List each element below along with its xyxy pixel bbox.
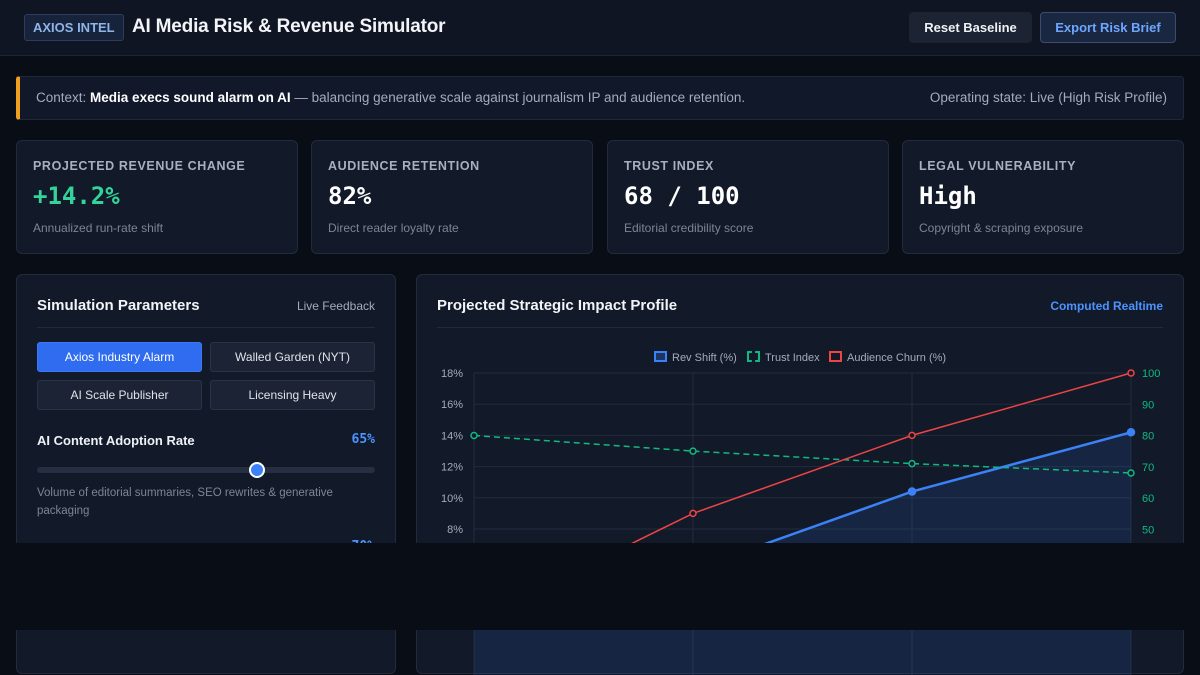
adoption-rate-label: AI Content Adoption Rate: [37, 433, 195, 448]
legend-swatch: [829, 351, 842, 362]
kpi-label: PROJECTED REVENUE CHANGE: [33, 159, 246, 173]
legend-label: Audience Churn (%): [847, 352, 947, 364]
series-point-2: [908, 431, 916, 440]
context-prefix: Context:: [36, 90, 87, 105]
panel-title: Simulation Parameters: [37, 297, 200, 314]
y-left-tick-label: 8%: [447, 524, 463, 536]
y-left-tick-label: 14%: [441, 430, 463, 442]
series-point-1: [908, 459, 916, 468]
kpi-label: LEGAL VULNERABILITY: [919, 159, 1077, 173]
series-point-1: [689, 447, 697, 455]
kpi-value: +14.2%: [33, 182, 120, 210]
top-bar: AXIOS INTEL AI Media Risk & Revenue Simu…: [0, 0, 1200, 56]
kpi-value: High: [919, 182, 977, 210]
adoption-rate-description: Volume of editorial summaries, SEO rewri…: [37, 487, 333, 517]
kpi-card-trust: TRUST INDEX 68 / 100 Editorial credibili…: [607, 140, 889, 254]
context-text: Context: Media execs sound alarm on AI —…: [36, 90, 745, 105]
y-left-tick-label: 16%: [441, 399, 463, 411]
context-banner: Context: Media execs sound alarm on AI —…: [16, 76, 1184, 120]
panel-title: Projected Strategic Impact Profile: [437, 297, 678, 314]
app-title: AI Media Risk & Revenue Simulator: [132, 16, 446, 37]
kpi-subtitle: Editorial credibility score: [624, 221, 754, 235]
kpi-value: 68 / 100: [624, 182, 740, 210]
preset-licensing-heavy[interactable]: Licensing Heavy: [210, 380, 375, 410]
kpi-card-revenue: PROJECTED REVENUE CHANGE +14.2% Annualiz…: [16, 140, 298, 254]
y-left-tick-label: 18%: [441, 368, 463, 380]
y-left-tick-label: 12%: [441, 462, 463, 474]
legend-item-rev-shift: Rev Shift (%): [654, 351, 737, 364]
brand-badge: AXIOS INTEL: [24, 14, 124, 41]
legend-swatch: [654, 351, 667, 362]
y-right-tick-label: 90: [1142, 399, 1154, 411]
divider: [37, 327, 375, 328]
legend-label: Rev Shift (%): [672, 352, 737, 364]
operating-state: Operating state: Live (High Risk Profile…: [929, 90, 1167, 105]
kpi-card-retention: AUDIENCE RETENTION 82% Direct reader loy…: [311, 140, 593, 254]
viewport-bottom: [0, 543, 1200, 630]
series-point-2: [689, 509, 697, 518]
preset-axios-industry-alarm[interactable]: Axios Industry Alarm: [37, 342, 202, 372]
legend-swatch: [747, 351, 760, 362]
reset-baseline-button[interactable]: Reset Baseline: [909, 12, 1032, 43]
y-right-tick-label: 70: [1142, 462, 1154, 474]
series-point-1: [1127, 469, 1135, 477]
adoption-rate-slider[interactable]: [37, 467, 375, 473]
y-right-tick-label: 50: [1142, 524, 1154, 536]
preset-walled-garden[interactable]: Walled Garden (NYT): [210, 342, 375, 372]
series-point-2: [1127, 369, 1135, 377]
legend-item-trust-index: Trust Index: [747, 351, 820, 364]
preset-ai-scale-publisher[interactable]: AI Scale Publisher: [37, 380, 202, 410]
export-risk-brief-button[interactable]: Export Risk Brief: [1040, 12, 1176, 43]
y-right-tick-label: 100: [1142, 368, 1160, 380]
kpi-card-legal: LEGAL VULNERABILITY High Copyright & scr…: [902, 140, 1184, 254]
series-point-0: [907, 487, 917, 496]
computed-realtime-label: Computed Realtime: [1050, 299, 1163, 313]
y-left-tick-label: 10%: [441, 493, 463, 505]
kpi-subtitle: Copyright & scraping exposure: [919, 221, 1084, 235]
adoption-rate-slider-thumb[interactable]: [248, 462, 265, 478]
legend-item-audience-churn: Audience Churn (%): [829, 351, 946, 364]
kpi-subtitle: Direct reader loyalty rate: [328, 221, 459, 235]
context-rest: — balancing generative scale against jou…: [294, 90, 746, 105]
divider: [437, 327, 1163, 328]
y-right-tick-label: 80: [1142, 431, 1154, 443]
adoption-rate-value: 65%: [351, 432, 375, 447]
context-headline: Media execs sound alarm on AI: [90, 90, 291, 105]
series-point-0: [1126, 428, 1136, 437]
live-feedback-label: Live Feedback: [296, 299, 375, 313]
kpi-label: TRUST INDEX: [624, 159, 714, 173]
legend-label: Trust Index: [765, 352, 820, 364]
y-right-tick-label: 60: [1142, 493, 1154, 505]
kpi-label: AUDIENCE RETENTION: [328, 159, 480, 173]
series-point-1: [470, 431, 478, 440]
kpi-value: 82%: [328, 182, 372, 210]
kpi-subtitle: Annualized run-rate shift: [33, 221, 164, 235]
